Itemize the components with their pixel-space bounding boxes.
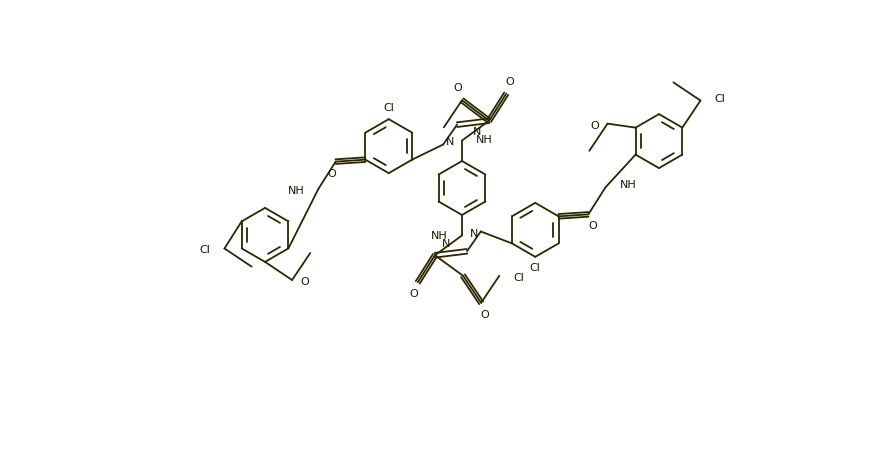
Text: Cl: Cl bbox=[200, 246, 210, 256]
Text: O: O bbox=[481, 310, 490, 320]
Text: NH: NH bbox=[476, 135, 492, 145]
Text: Cl: Cl bbox=[530, 263, 540, 273]
Text: N: N bbox=[473, 127, 482, 137]
Text: N: N bbox=[442, 239, 450, 249]
Text: O: O bbox=[300, 277, 309, 287]
Text: N: N bbox=[446, 137, 454, 147]
Text: N: N bbox=[470, 229, 478, 239]
Text: O: O bbox=[409, 289, 418, 299]
Text: NH: NH bbox=[431, 231, 448, 241]
Text: NH: NH bbox=[619, 180, 636, 190]
Text: Cl: Cl bbox=[513, 273, 524, 283]
Text: O: O bbox=[328, 169, 336, 178]
Text: NH: NH bbox=[287, 186, 305, 196]
Text: O: O bbox=[590, 120, 599, 130]
Text: O: O bbox=[588, 221, 597, 231]
Text: Cl: Cl bbox=[384, 103, 394, 113]
Text: Cl: Cl bbox=[715, 94, 725, 104]
Text: O: O bbox=[454, 83, 463, 93]
Text: O: O bbox=[505, 77, 514, 87]
